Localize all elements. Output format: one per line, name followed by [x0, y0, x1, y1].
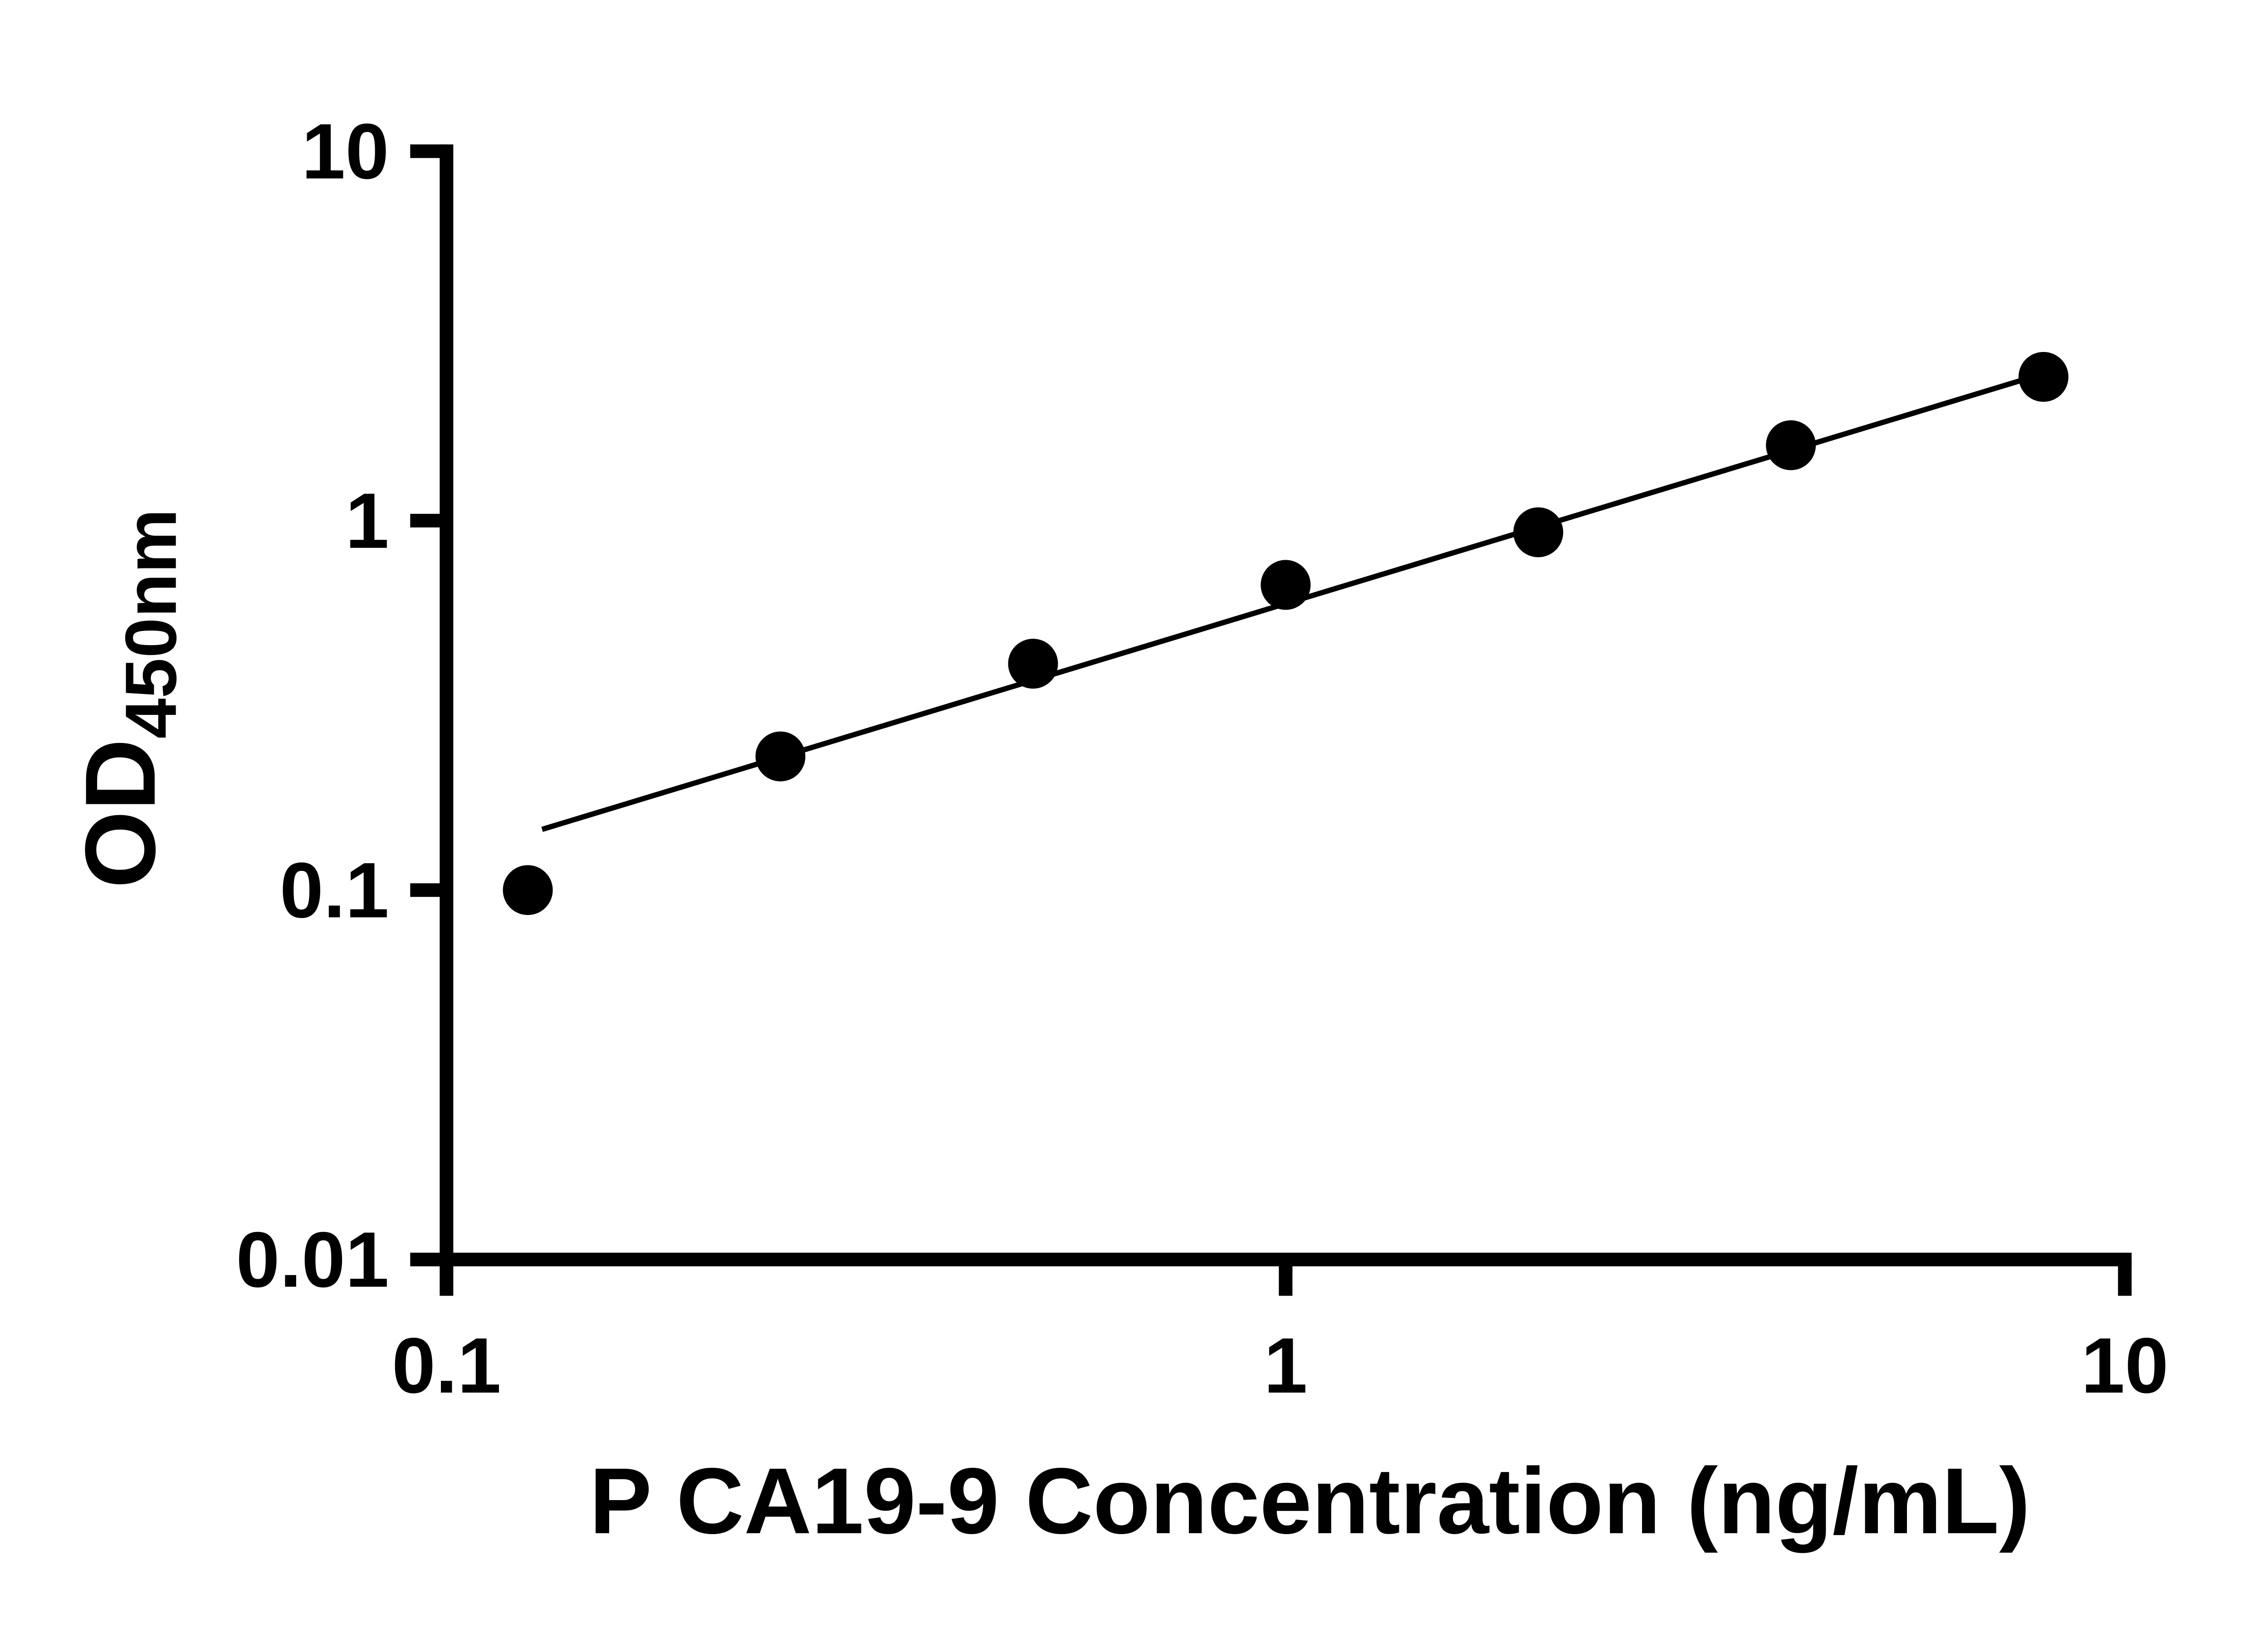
x-axis-title: P CA19-9 Concentration (ng/mL) — [589, 1448, 2030, 1553]
data-point — [1008, 639, 1058, 689]
y-tick-label: 1 — [345, 477, 389, 565]
y-tick-label: 10 — [302, 107, 389, 195]
data-point — [1766, 420, 1816, 470]
x-tick-label: 0.1 — [392, 1321, 501, 1409]
data-point — [1261, 560, 1311, 610]
x-axis-ticks: 0.1 1 10 — [392, 1259, 2169, 1409]
data-point — [1513, 507, 1564, 557]
axes-spine — [440, 144, 2132, 1266]
data-point — [503, 865, 553, 915]
y-axis-title: OD450nm — [64, 509, 191, 889]
x-tick-label: 1 — [1264, 1321, 1307, 1409]
y-tick-label: 0.01 — [236, 1216, 389, 1304]
data-point — [2019, 352, 2069, 402]
y-axis-title-subscript: 450nm — [110, 509, 191, 739]
data-points — [503, 352, 2069, 915]
y-axis-title-main: OD — [64, 738, 176, 888]
x-tick-label: 10 — [2081, 1321, 2169, 1409]
y-tick-label: 0.1 — [280, 846, 389, 934]
y-axis-ticks: 0.01 0.1 1 10 — [236, 107, 447, 1304]
data-point — [755, 731, 806, 782]
